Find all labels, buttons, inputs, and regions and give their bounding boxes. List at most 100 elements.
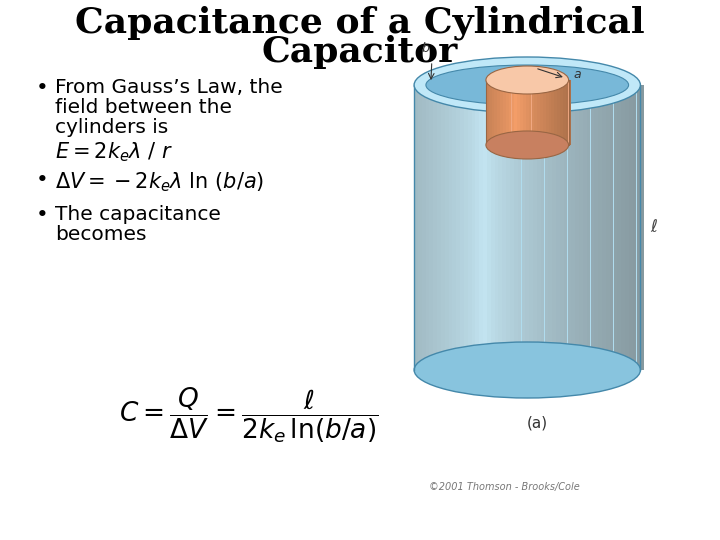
Polygon shape <box>487 85 491 370</box>
Polygon shape <box>579 85 582 370</box>
Polygon shape <box>590 85 594 370</box>
Text: Capacitance of a Cylindrical: Capacitance of a Cylindrical <box>75 5 645 39</box>
Polygon shape <box>492 80 495 145</box>
Polygon shape <box>640 85 644 370</box>
Ellipse shape <box>414 342 640 398</box>
Text: cylinders is: cylinders is <box>55 118 168 137</box>
Polygon shape <box>498 80 500 145</box>
Ellipse shape <box>486 66 569 94</box>
Polygon shape <box>533 85 537 370</box>
Polygon shape <box>625 85 629 370</box>
Polygon shape <box>537 85 541 370</box>
Polygon shape <box>529 85 533 370</box>
Text: $\Delta V = -2k_e\lambda\ \mathrm{ln}\ (b/a)$: $\Delta V = -2k_e\lambda\ \mathrm{ln}\ (… <box>55 170 264 194</box>
Polygon shape <box>514 80 517 145</box>
Polygon shape <box>546 80 549 145</box>
Polygon shape <box>468 85 472 370</box>
Polygon shape <box>509 80 511 145</box>
Polygon shape <box>552 85 556 370</box>
Text: field between the: field between the <box>55 98 232 117</box>
Polygon shape <box>560 80 563 145</box>
Polygon shape <box>506 85 510 370</box>
Polygon shape <box>544 85 549 370</box>
Polygon shape <box>598 85 602 370</box>
Polygon shape <box>445 85 449 370</box>
Polygon shape <box>495 80 498 145</box>
Polygon shape <box>414 85 418 370</box>
Polygon shape <box>595 85 598 370</box>
Polygon shape <box>486 80 489 145</box>
Polygon shape <box>566 80 569 145</box>
Polygon shape <box>506 80 508 145</box>
Polygon shape <box>572 85 575 370</box>
Polygon shape <box>617 85 621 370</box>
Polygon shape <box>500 80 503 145</box>
Polygon shape <box>452 85 456 370</box>
Polygon shape <box>554 80 557 145</box>
Text: $b$: $b$ <box>421 41 431 55</box>
Polygon shape <box>498 85 503 370</box>
Text: $E = 2k_e\lambda\ /\ r$: $E = 2k_e\lambda\ /\ r$ <box>55 140 174 164</box>
Polygon shape <box>543 80 546 145</box>
Text: ©2001 Thomson - Brooks/Cole: ©2001 Thomson - Brooks/Cole <box>429 482 580 492</box>
Polygon shape <box>475 85 480 370</box>
Text: $a$: $a$ <box>572 69 581 82</box>
Polygon shape <box>541 85 544 370</box>
Ellipse shape <box>486 131 569 159</box>
Polygon shape <box>472 85 475 370</box>
Text: From Gauss’s Law, the: From Gauss’s Law, the <box>55 78 283 97</box>
Polygon shape <box>523 80 526 145</box>
Polygon shape <box>441 85 445 370</box>
Polygon shape <box>549 85 552 370</box>
Text: becomes: becomes <box>55 225 146 244</box>
Polygon shape <box>552 80 554 145</box>
Polygon shape <box>602 85 606 370</box>
Ellipse shape <box>414 57 640 113</box>
Polygon shape <box>517 80 520 145</box>
Polygon shape <box>437 85 441 370</box>
Polygon shape <box>426 85 429 370</box>
Polygon shape <box>564 85 567 370</box>
Polygon shape <box>449 85 452 370</box>
Polygon shape <box>610 85 613 370</box>
Polygon shape <box>534 80 537 145</box>
Polygon shape <box>636 85 640 370</box>
Text: •: • <box>35 170 48 190</box>
Polygon shape <box>429 85 433 370</box>
Polygon shape <box>518 85 521 370</box>
Polygon shape <box>495 85 498 370</box>
Polygon shape <box>512 80 514 145</box>
Polygon shape <box>531 80 534 145</box>
Polygon shape <box>510 85 514 370</box>
Polygon shape <box>464 85 468 370</box>
Polygon shape <box>521 85 526 370</box>
Text: $C = \dfrac{Q}{\Delta V} = \dfrac{\ell}{2k_e\,\ln(b/a)}$: $C = \dfrac{Q}{\Delta V} = \dfrac{\ell}{… <box>119 385 379 445</box>
Polygon shape <box>526 80 528 145</box>
Polygon shape <box>629 85 633 370</box>
Polygon shape <box>633 85 636 370</box>
Polygon shape <box>613 85 617 370</box>
Polygon shape <box>514 85 518 370</box>
Polygon shape <box>567 85 571 370</box>
Polygon shape <box>587 85 590 370</box>
Polygon shape <box>526 85 529 370</box>
Polygon shape <box>491 85 495 370</box>
Polygon shape <box>456 85 460 370</box>
Polygon shape <box>540 80 543 145</box>
Polygon shape <box>520 80 523 145</box>
Ellipse shape <box>426 65 629 105</box>
Polygon shape <box>503 80 505 145</box>
Polygon shape <box>414 85 640 370</box>
Polygon shape <box>433 85 437 370</box>
Polygon shape <box>489 80 492 145</box>
Polygon shape <box>560 85 564 370</box>
Polygon shape <box>583 85 587 370</box>
Polygon shape <box>557 80 560 145</box>
Polygon shape <box>480 85 483 370</box>
Polygon shape <box>503 85 506 370</box>
Polygon shape <box>486 80 569 145</box>
Text: (a): (a) <box>526 416 548 431</box>
Polygon shape <box>606 85 610 370</box>
Polygon shape <box>483 85 487 370</box>
Text: •: • <box>35 78 48 98</box>
